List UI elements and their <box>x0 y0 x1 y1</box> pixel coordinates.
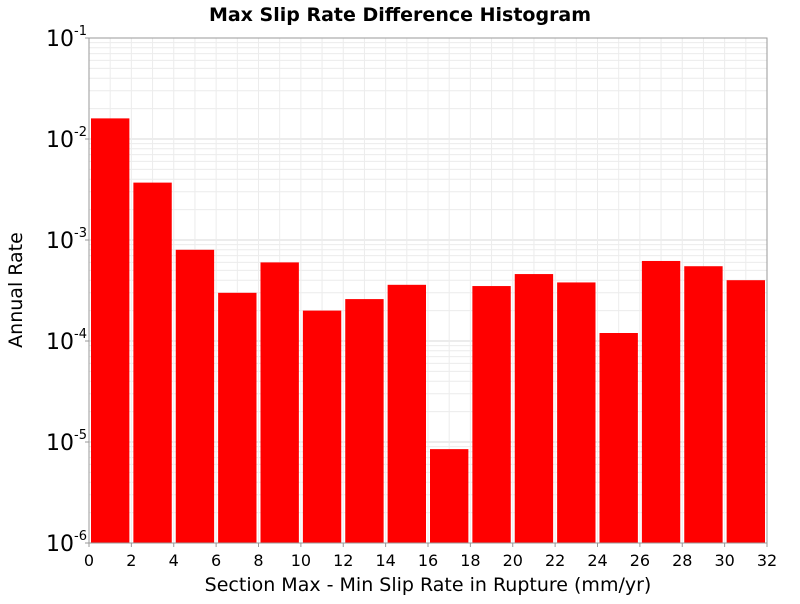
y-tick-label: 10-5 <box>46 428 87 456</box>
y-tick-base: 10 <box>46 330 74 355</box>
x-tick-label: 24 <box>587 551 607 570</box>
y-tick-label: 10-2 <box>46 125 87 153</box>
x-axis-ticks: 0 2 4 6 8 10 12 14 16 18 20 22 24 26 28 30 32 <box>84 543 777 570</box>
histogram-bar <box>175 249 215 544</box>
bars <box>91 118 765 544</box>
y-tick-exponent: -5 <box>74 428 87 443</box>
y-axis-ticks: 10-610-510-410-310-210-1 <box>46 24 89 557</box>
y-axis-label: Annual Rate <box>5 232 27 348</box>
histogram-bar <box>726 280 765 543</box>
y-tick-label: 10-4 <box>46 327 87 355</box>
histogram-bar <box>514 274 554 543</box>
x-tick-label: 16 <box>418 551 438 570</box>
x-axis-label: Section Max - Min Slip Rate in Rupture (… <box>205 574 652 596</box>
histogram-bar <box>345 299 384 543</box>
y-tick-base: 10 <box>46 128 74 153</box>
y-tick-base: 10 <box>46 532 74 557</box>
histogram-bar <box>387 284 426 543</box>
y-tick-exponent: -1 <box>74 24 87 39</box>
histogram-bar <box>472 286 511 543</box>
x-tick-label: 30 <box>714 551 734 570</box>
histogram-bar <box>91 118 130 543</box>
histogram-bar <box>218 292 257 543</box>
histogram-bar <box>133 182 172 543</box>
x-tick-label: 8 <box>253 551 263 570</box>
histogram-bar <box>641 260 681 543</box>
histogram-bar <box>260 262 299 543</box>
x-tick-label: 14 <box>375 551 395 570</box>
y-tick-exponent: -4 <box>74 327 87 342</box>
y-tick-base: 10 <box>46 431 74 456</box>
x-tick-label: 2 <box>126 551 136 570</box>
histogram-bar <box>302 310 342 543</box>
y-tick-base: 10 <box>46 27 74 52</box>
y-tick-exponent: -6 <box>74 529 87 544</box>
y-tick-exponent: -3 <box>74 226 87 241</box>
y-tick-label: 10-3 <box>46 226 87 254</box>
x-tick-label: 20 <box>503 551 523 570</box>
x-tick-label: 22 <box>545 551 565 570</box>
y-tick-exponent: -2 <box>74 125 87 140</box>
x-tick-label: 32 <box>757 551 777 570</box>
y-tick-base: 10 <box>46 229 74 254</box>
x-tick-label: 26 <box>630 551 650 570</box>
histogram-bar <box>684 266 723 543</box>
x-tick-label: 6 <box>211 551 221 570</box>
x-tick-label: 18 <box>460 551 480 570</box>
x-tick-label: 12 <box>333 551 353 570</box>
x-tick-label: 10 <box>291 551 311 570</box>
y-tick-label: 10-6 <box>46 529 87 557</box>
x-tick-label: 4 <box>169 551 179 570</box>
histogram-bar <box>599 333 638 543</box>
y-tick-label: 10-1 <box>46 24 87 52</box>
x-tick-label: 28 <box>672 551 692 570</box>
histogram-bar <box>557 282 596 543</box>
chart-title: Max Slip Rate Difference Histogram <box>209 4 591 26</box>
histogram-bar <box>430 449 469 543</box>
x-tick-label: 0 <box>84 551 94 570</box>
